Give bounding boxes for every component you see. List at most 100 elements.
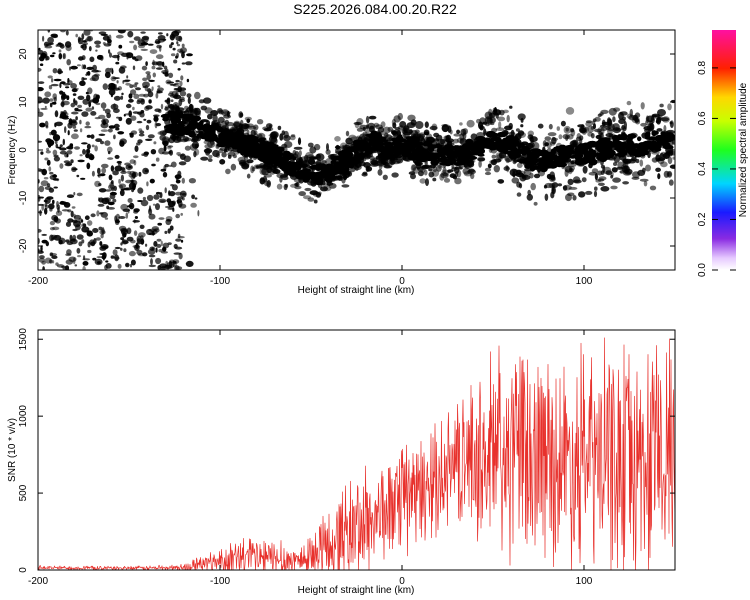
heat-cell [425,178,429,187]
heat-cell [116,80,119,84]
heat-cell [53,96,57,103]
heat-cell [495,127,505,131]
heat-cell [115,61,120,65]
heat-cell [487,132,499,137]
heat-cell [613,162,618,166]
heat-cell [535,154,540,159]
heat-cell [149,178,155,184]
heat-cell [530,182,536,191]
ridge-peak-core [544,158,552,162]
heat-cell [62,53,67,60]
heat-cell [83,64,87,70]
heat-cell [95,237,101,241]
heat-cell [44,157,49,161]
heat-cell [608,107,617,116]
heat-cell [99,241,103,246]
heat-cell [58,49,62,53]
heat-cell [567,192,575,197]
heat-cell [52,199,55,205]
heat-cell [579,126,587,133]
heat-cell [43,177,49,180]
heat-cell [132,106,135,111]
heat-cell [70,210,74,218]
heat-cell [132,65,136,71]
colorbar-gradient [712,30,736,270]
heat-cell [640,102,645,110]
heat-cell [44,207,48,215]
heat-cell [56,204,61,210]
heat-cell [81,33,85,40]
heat-cell [271,160,281,164]
heat-cell [125,212,129,219]
ridge-peak-core [434,153,442,157]
heat-cell [93,93,99,101]
heat-cell [582,165,588,174]
heat-cell [79,154,83,157]
heat-cell [186,53,193,57]
heat-cell [122,80,125,84]
heat-cell [141,65,148,71]
heat-cell [396,156,402,163]
heat-cell [121,231,127,238]
heat-cell [403,134,407,140]
heat-cell [113,108,120,114]
heat-cell [49,98,54,102]
heat-cell [114,256,120,260]
heat-cell [364,149,374,155]
heat-cell [117,30,126,34]
y-tick-label: 10 [18,96,29,108]
heat-cell [128,250,136,257]
heat-cell [205,148,211,156]
heat-cell [334,136,341,142]
heat-cell [88,46,92,52]
heat-cell [162,117,169,122]
heat-cell [574,146,582,154]
heat-cell [59,82,62,89]
heat-cell [86,162,91,170]
heat-cell [111,68,114,75]
heat-cell [666,135,675,141]
heat-cell [258,146,265,151]
heat-cell [497,116,506,122]
heat-cell [127,98,134,103]
heat-cell [42,97,50,104]
heat-cell [263,128,272,132]
heat-cell [45,43,52,46]
colorbar-tick-label: 0.2 [697,212,708,226]
heat-cell [605,133,614,138]
heat-cell [438,165,442,169]
heat-cell [496,154,505,159]
heat-cell [98,31,107,35]
heat-cell [669,164,675,169]
heat-cell [643,149,649,156]
heat-cell [167,228,171,234]
heat-cell [160,113,171,119]
heat-cell [102,245,109,249]
heat-cell [171,90,179,98]
heat-cell [289,134,296,141]
heat-cell [133,159,137,166]
heat-cell [590,126,594,130]
heat-cell [466,119,475,128]
heat-cell [107,39,112,44]
heat-cell [440,172,449,179]
heat-cell [98,188,107,193]
heat-cell [95,138,102,143]
heat-cell [145,124,150,131]
heat-cell [314,177,324,185]
heat-cell [49,220,56,226]
heat-cell [180,239,184,243]
heat-cell [79,80,86,87]
heat-cell [158,147,165,155]
heat-cell [640,122,647,127]
heat-cell [85,121,90,126]
heat-cell [81,219,84,223]
heat-cell [115,127,120,131]
heat-cell [595,140,605,145]
heat-cell [544,136,552,142]
heat-cell [138,93,146,97]
heat-cell [120,65,127,69]
heat-cell [225,168,231,175]
heat-cell [92,64,97,71]
